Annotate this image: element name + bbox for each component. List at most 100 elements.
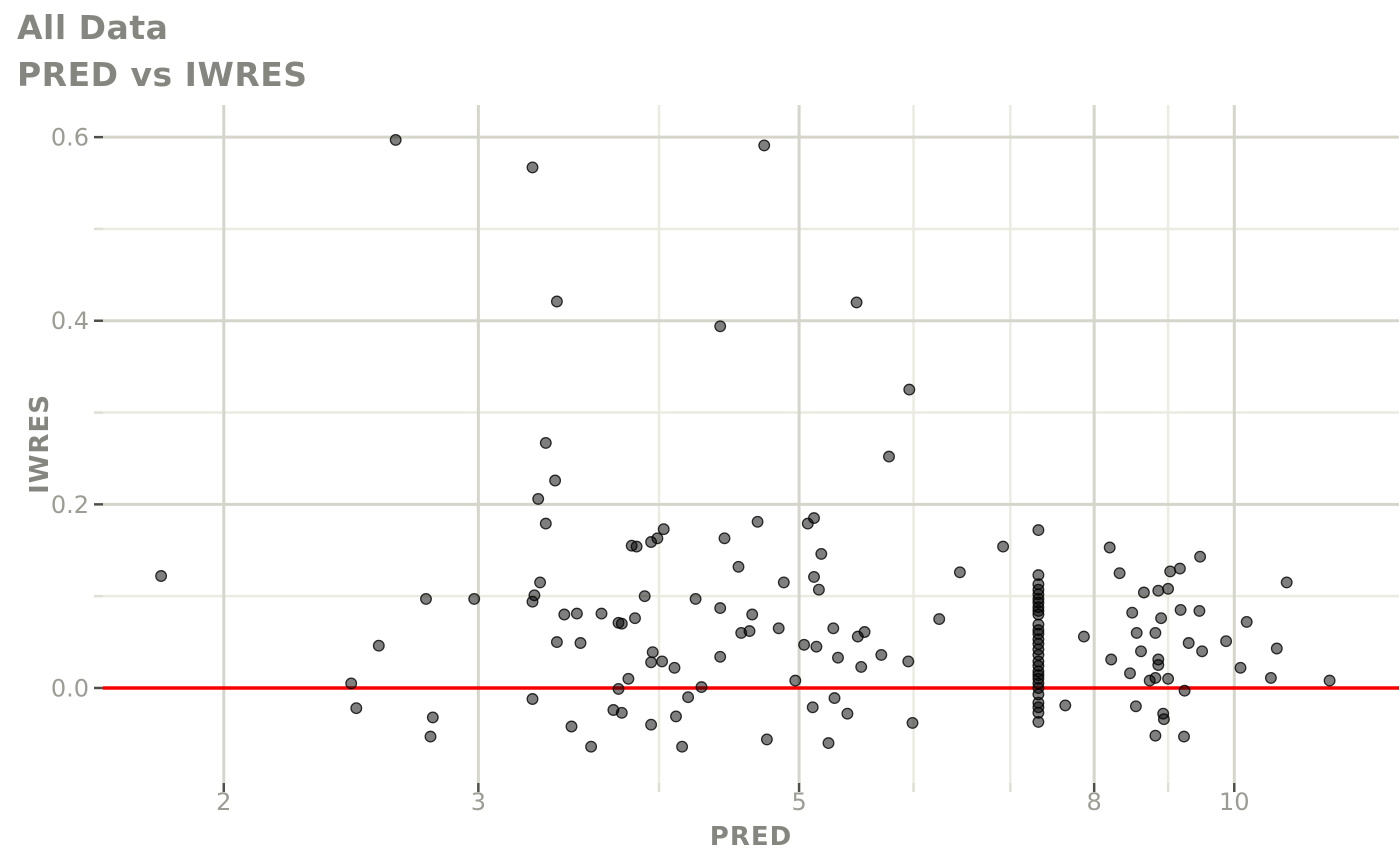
data-point [718,532,731,545]
major-gridlines [103,105,1399,783]
data-point [822,737,835,750]
data-point [526,161,539,174]
data-point [1152,584,1165,597]
data-point [760,733,773,746]
chart-subtitle: PRED vs IWRES [17,55,308,94]
data-point [1126,606,1139,619]
data-point [550,636,563,649]
x-tick-label: 8 [1087,788,1102,816]
y-tick-label: 0.0 [51,674,89,702]
data-point [997,540,1010,553]
data-point [789,674,802,687]
data-point [827,622,840,635]
data-point [1270,642,1283,655]
data-point [615,706,628,719]
data-point [1174,603,1187,616]
y-tick-label: 0.4 [51,307,89,335]
data-point [714,320,727,333]
data-point [676,740,689,753]
data-point [420,592,432,605]
data-point [585,740,598,753]
data-point [875,648,888,661]
data-point [657,523,670,536]
data-point [815,547,828,560]
data-point [670,710,682,723]
data-point [1059,699,1072,712]
chart-title: All Data [17,8,169,47]
data-point [806,701,819,714]
data-point [595,607,608,620]
data-point [1182,637,1195,649]
data-point [570,607,583,620]
data-point [526,693,539,705]
data-point [902,655,915,668]
data-point [424,730,437,743]
data-point [426,711,439,724]
y-tick-labels: 0.0 0.2 0.4 0.6 [51,124,89,703]
data-point [758,139,771,152]
data-point [1032,715,1045,728]
data-point [1162,672,1175,685]
data-point [812,583,825,596]
data-point [574,637,587,649]
data-point [645,718,658,731]
data-point [646,646,659,659]
data-point [1130,626,1143,639]
data-point [743,625,756,638]
data-point [1178,684,1191,697]
data-point [1220,635,1233,648]
data-point [526,595,539,608]
data-point [622,672,635,685]
data-point [1264,671,1277,684]
data-point [539,436,552,449]
data-point [1149,626,1162,639]
data-point [883,450,895,463]
data-point [534,576,547,589]
data-point [841,707,854,720]
data-point [751,515,764,528]
y-tick-label: 0.6 [51,124,89,152]
data-point [1129,700,1142,713]
data-point [1193,604,1206,617]
data-point [1173,562,1186,575]
data-point [645,536,658,548]
data-point [1323,674,1336,687]
data-point [532,492,545,505]
data-point [656,655,669,668]
data-point [798,638,811,651]
axis-ticks [94,135,1236,792]
x-tick-label: 5 [791,788,806,816]
data-point [1152,659,1165,671]
data-point [1149,729,1162,742]
data-point [714,650,727,663]
data-point [155,570,168,582]
data-points [155,133,1336,753]
data-point [1196,645,1209,658]
data-point [630,540,643,553]
data-point [1032,524,1045,537]
data-point [746,608,759,621]
data-point [638,590,651,603]
data-point [612,682,625,695]
data-point [372,639,385,652]
data-point [953,566,966,579]
data-point [1105,653,1118,666]
data-point [1157,713,1170,726]
data-point [615,617,628,630]
data-point [668,661,681,674]
data-point [808,570,820,583]
x-tick-label: 3 [471,788,486,816]
data-point [539,517,552,530]
data-point [1077,630,1090,643]
data-point [1135,645,1147,658]
data-point [695,681,708,694]
data-point [1032,608,1045,621]
data-point [558,608,571,621]
data-point [645,656,658,669]
data-point [832,651,844,664]
minor-gridlines [103,105,1399,783]
data-point [682,691,695,704]
data-point [1103,541,1116,554]
